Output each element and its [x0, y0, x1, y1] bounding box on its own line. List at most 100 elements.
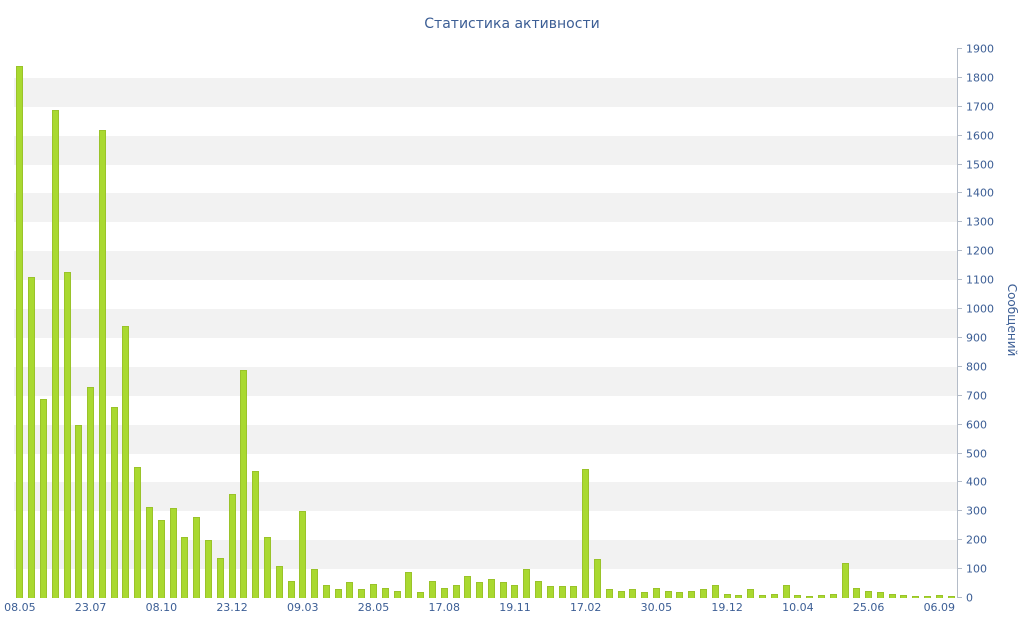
plot-area — [14, 49, 958, 598]
grid-band — [14, 366, 957, 396]
bar[interactable] — [476, 582, 484, 598]
bar[interactable] — [169, 508, 177, 598]
bar[interactable] — [641, 592, 649, 598]
bar[interactable] — [570, 586, 578, 598]
bar[interactable] — [216, 557, 224, 598]
bar[interactable] — [888, 593, 896, 598]
x-tick-label: 25.06 — [852, 601, 885, 614]
bar[interactable] — [817, 595, 825, 598]
bar[interactable] — [664, 590, 672, 598]
bar[interactable] — [370, 583, 378, 598]
y-tick-label: 500 — [966, 447, 987, 461]
bar[interactable] — [700, 589, 708, 598]
x-tick-label: 17.08 — [428, 601, 460, 614]
bar[interactable] — [582, 469, 590, 598]
bar[interactable] — [794, 595, 802, 598]
bar[interactable] — [935, 594, 943, 598]
bar[interactable] — [393, 590, 401, 598]
bar[interactable] — [912, 595, 920, 598]
bar[interactable] — [358, 589, 366, 598]
bar[interactable] — [193, 517, 201, 598]
y-tick-label: 700 — [966, 389, 987, 403]
bar[interactable] — [110, 407, 118, 598]
bar[interactable] — [311, 569, 319, 598]
y-tick-label: 300 — [966, 504, 987, 518]
y-tick-mark — [957, 105, 962, 107]
bar[interactable] — [252, 470, 260, 598]
bar[interactable] — [688, 590, 696, 598]
bar[interactable] — [629, 589, 637, 598]
chart-title: Статистика активности — [424, 16, 600, 32]
bar[interactable] — [782, 585, 790, 598]
bar[interactable] — [947, 596, 955, 598]
bar[interactable] — [605, 589, 613, 598]
bar[interactable] — [652, 587, 660, 598]
bar[interactable] — [334, 589, 342, 598]
bar[interactable] — [28, 277, 36, 598]
x-tick-label: 23.07 — [74, 601, 107, 614]
y-tick-mark — [957, 48, 962, 49]
bar[interactable] — [464, 576, 472, 598]
y-tick-label: 1900 — [966, 42, 994, 56]
bar[interactable] — [87, 387, 95, 598]
bar[interactable] — [558, 586, 566, 598]
bar[interactable] — [428, 580, 436, 598]
bar[interactable] — [511, 585, 519, 598]
grid-band — [14, 165, 957, 194]
bar[interactable] — [240, 369, 248, 598]
bar[interactable] — [322, 585, 330, 598]
bar[interactable] — [676, 592, 684, 598]
bar[interactable] — [39, 398, 47, 598]
bar[interactable] — [735, 595, 743, 598]
bar[interactable] — [440, 587, 448, 598]
bar[interactable] — [417, 592, 425, 598]
bar[interactable] — [829, 593, 837, 598]
bar[interactable] — [346, 582, 354, 598]
bar[interactable] — [134, 466, 142, 598]
bar[interactable] — [75, 424, 83, 598]
bar[interactable] — [924, 596, 932, 598]
bar[interactable] — [487, 579, 495, 598]
bar[interactable] — [535, 580, 543, 598]
bar[interactable] — [146, 506, 154, 598]
bar[interactable] — [63, 271, 71, 598]
bar[interactable] — [876, 592, 884, 598]
bar[interactable] — [900, 595, 908, 598]
bar[interactable] — [181, 537, 189, 598]
y-tick-label: 100 — [966, 562, 987, 576]
bar[interactable] — [711, 585, 719, 598]
y-tick-mark — [957, 163, 962, 165]
bar[interactable] — [546, 586, 554, 598]
bar[interactable] — [51, 109, 59, 598]
bar[interactable] — [841, 563, 849, 598]
bar[interactable] — [299, 511, 307, 598]
bar[interactable] — [122, 326, 130, 598]
bar[interactable] — [16, 66, 24, 598]
bar[interactable] — [204, 540, 212, 598]
bar[interactable] — [452, 585, 460, 598]
bar[interactable] — [723, 593, 731, 598]
y-tick-mark — [957, 539, 962, 541]
bar[interactable] — [263, 537, 271, 598]
bar[interactable] — [405, 572, 413, 598]
bar[interactable] — [865, 590, 873, 598]
bar[interactable] — [806, 595, 814, 598]
bar[interactable] — [287, 580, 295, 598]
bar[interactable] — [228, 493, 236, 598]
bar[interactable] — [499, 582, 507, 598]
grid-band — [14, 454, 957, 483]
y-tick-label: 1300 — [966, 215, 994, 229]
x-tick-label: 10.04 — [782, 601, 814, 614]
bar[interactable] — [381, 587, 389, 598]
bar[interactable] — [853, 587, 861, 598]
bar[interactable] — [617, 590, 625, 598]
y-tick-label: 1500 — [966, 158, 994, 172]
bar[interactable] — [593, 559, 601, 598]
bar[interactable] — [747, 589, 755, 598]
bar[interactable] — [98, 129, 106, 598]
bar[interactable] — [157, 519, 165, 598]
bar[interactable] — [523, 569, 531, 598]
bar[interactable] — [770, 593, 778, 598]
bar[interactable] — [275, 566, 283, 598]
bar[interactable] — [759, 595, 766, 598]
